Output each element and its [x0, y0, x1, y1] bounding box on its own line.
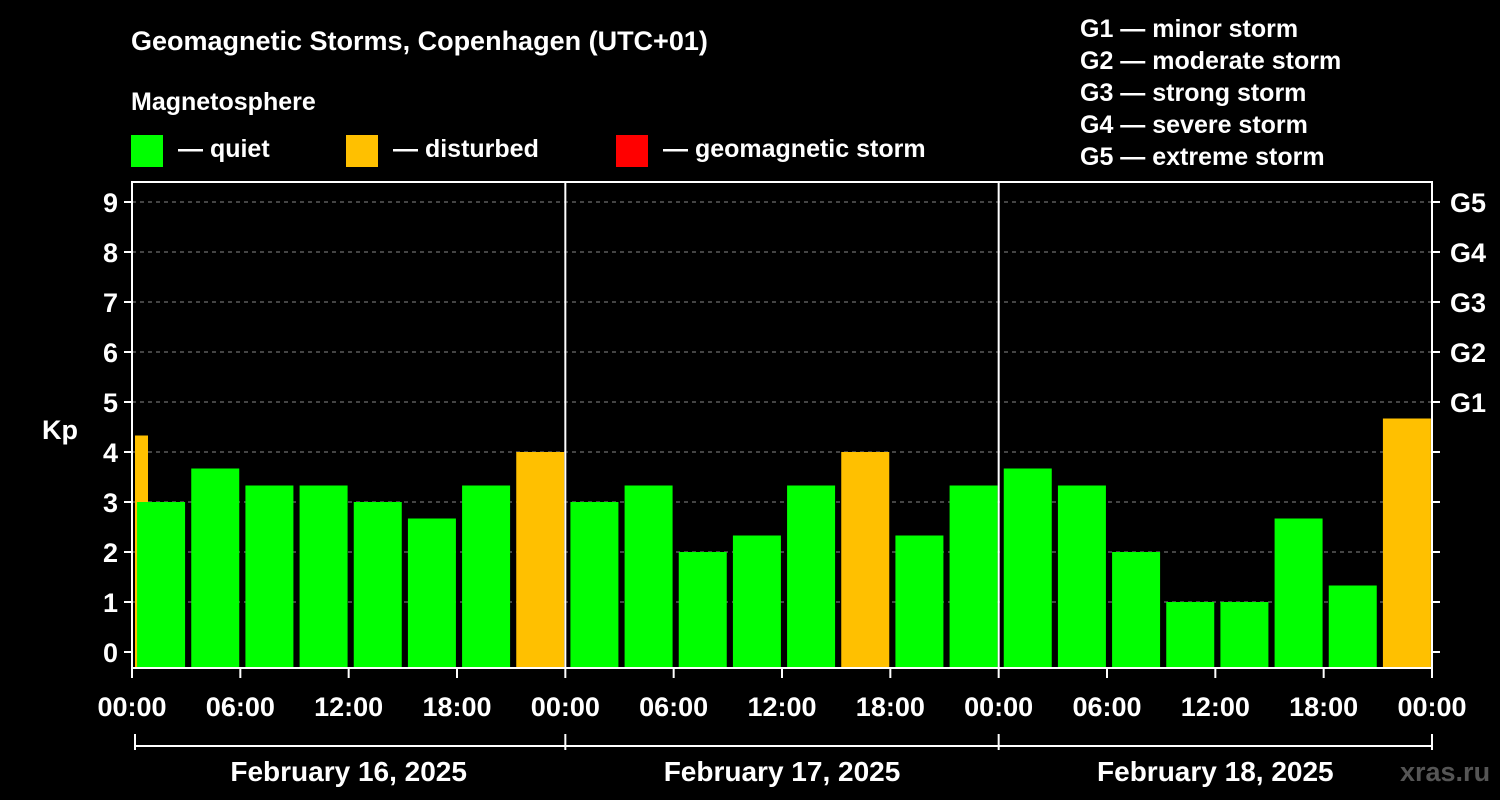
x-tick-label: 18:00 — [422, 692, 491, 722]
y-tick-label: 4 — [103, 438, 118, 468]
g-scale-label: G3 — [1450, 288, 1486, 318]
x-tick-label: 00:00 — [1397, 692, 1466, 722]
bar — [245, 485, 294, 668]
legend-swatch-quiet — [131, 135, 163, 167]
bar — [1112, 552, 1161, 668]
chart-title: Geomagnetic Storms, Copenhagen (UTC+01) — [131, 26, 708, 56]
bar — [191, 468, 240, 668]
y-tick-label: 2 — [103, 538, 118, 568]
date-label: February 17, 2025 — [664, 756, 901, 787]
bar — [407, 518, 456, 668]
legend-label-quiet: — quiet — [178, 135, 270, 163]
legend-heading: Magnetosphere — [131, 88, 316, 116]
bars-layer — [135, 418, 1431, 668]
bar — [841, 452, 890, 668]
bar — [462, 485, 511, 668]
storm-scale-g3: G3 — strong storm — [1080, 79, 1306, 107]
g-scale-label: G4 — [1450, 238, 1486, 268]
storm-scale-g1: G1 — minor storm — [1080, 15, 1298, 43]
bar — [1003, 468, 1052, 668]
storm-scale-g2: G2 — moderate storm — [1080, 47, 1341, 75]
labels-layer: 0 1 2 3 4 5 6 7 8 9 G1 G2 G3 G4 G5 00:00 06:00 12:00 18:00… — [97, 188, 1486, 787]
grid-layer — [132, 201, 1432, 603]
x-tick-label: 00:00 — [964, 692, 1033, 722]
x-tick-label: 12:00 — [314, 692, 383, 722]
bar — [1382, 418, 1431, 668]
legend-label-disturbed: — disturbed — [393, 135, 539, 163]
bar — [787, 485, 836, 668]
x-tick-label: 00:00 — [531, 692, 600, 722]
bar — [624, 485, 673, 668]
y-tick-label: 5 — [103, 388, 118, 418]
y-tick-label: 1 — [103, 588, 118, 618]
bar — [1274, 518, 1323, 668]
x-tick-label: 00:00 — [97, 692, 166, 722]
bar — [1057, 485, 1106, 668]
bar — [732, 535, 781, 668]
bar — [1166, 602, 1215, 668]
x-tick-label: 06:00 — [206, 692, 275, 722]
y-tick-label: 6 — [103, 338, 118, 368]
watermark: xras.ru — [1400, 757, 1490, 787]
date-label: February 16, 2025 — [230, 756, 467, 787]
x-tick-label: 18:00 — [856, 692, 925, 722]
bar — [299, 485, 348, 668]
axes-layer — [124, 181, 1440, 750]
bar — [570, 502, 619, 668]
storm-scale-g4: G4 — severe storm — [1080, 111, 1308, 139]
bar — [949, 485, 998, 668]
x-tick-label: 12:00 — [1181, 692, 1250, 722]
y-tick-label: 7 — [103, 288, 118, 318]
y-axis-label: Kp — [42, 415, 78, 445]
legend-label-storm: — geomagnetic storm — [663, 135, 926, 163]
y-tick-label: 3 — [103, 488, 118, 518]
bar — [678, 552, 727, 668]
x-tick-label: 06:00 — [1072, 692, 1141, 722]
legend-swatch-disturbed — [346, 135, 378, 167]
x-tick-label: 12:00 — [747, 692, 816, 722]
y-tick-label: 0 — [103, 638, 118, 668]
x-tick-label: 06:00 — [639, 692, 708, 722]
bar — [1220, 602, 1269, 668]
y-tick-label: 8 — [103, 238, 118, 268]
bar — [1328, 585, 1377, 668]
bar — [137, 502, 186, 668]
g-scale-label: G5 — [1450, 188, 1486, 218]
bar — [516, 452, 565, 668]
x-tick-label: 18:00 — [1289, 692, 1358, 722]
legend-swatch-storm — [616, 135, 648, 167]
y-tick-label: 9 — [103, 188, 118, 218]
bar — [895, 535, 944, 668]
bar — [353, 502, 402, 668]
g-scale-label: G2 — [1450, 338, 1486, 368]
g-scale-label: G1 — [1450, 388, 1486, 418]
storm-scale-g5: G5 — extreme storm — [1080, 143, 1325, 171]
date-label: February 18, 2025 — [1097, 756, 1334, 787]
